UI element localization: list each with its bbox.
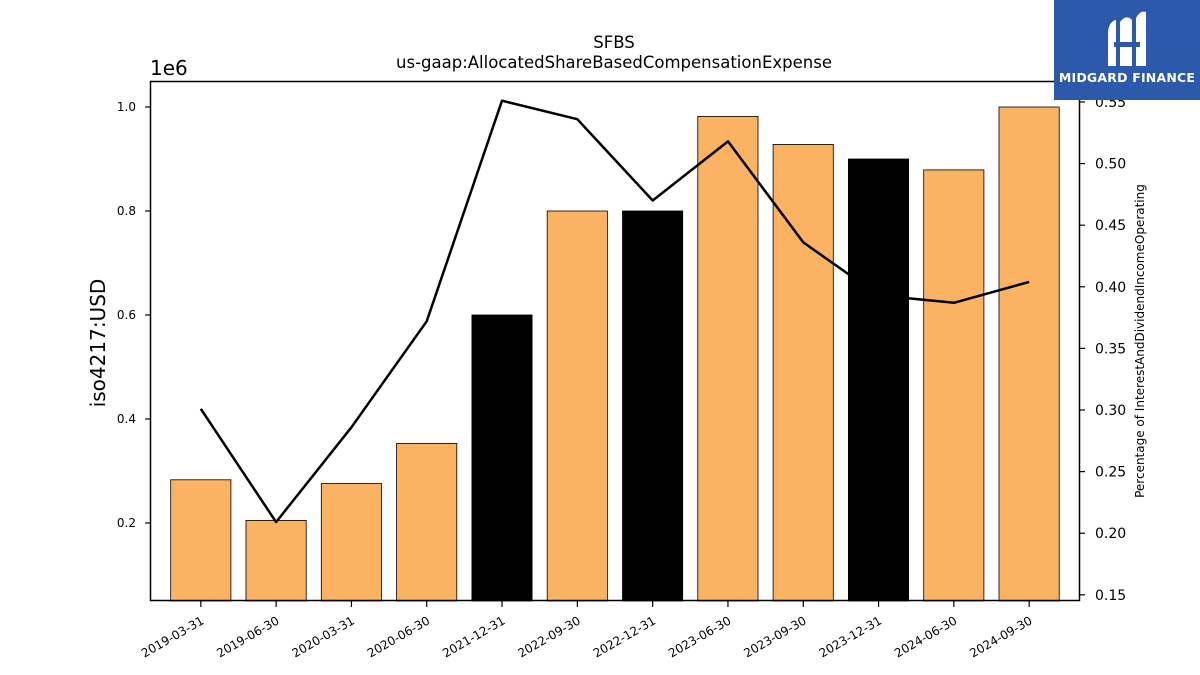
- y2-axis-label: Percentage of InterestAndDividendIncomeO…: [1133, 184, 1147, 498]
- x-tick-label: 2023-09-30: [741, 613, 808, 660]
- bar-2019-06-30: [245, 520, 307, 602]
- y-tick-label: 0.4: [117, 412, 136, 426]
- bar-2021-12-31: [471, 314, 533, 602]
- x-tick-label: 2019-06-30: [214, 613, 281, 660]
- y2-tick-label: 0.40: [1095, 280, 1126, 296]
- bar-2022-12-31: [622, 210, 684, 602]
- y-tick-label: 1.0: [117, 100, 136, 114]
- bar-2023-09-30: [772, 143, 834, 602]
- bar-2020-03-31: [320, 483, 382, 602]
- x-tick-label: 2019-03-31: [139, 613, 206, 660]
- chart-title: SFBS: [593, 33, 634, 52]
- bars-group: [170, 106, 1060, 602]
- bar-2023-12-31: [848, 158, 910, 602]
- line-series: [199, 99, 1030, 524]
- y2-tick-label: 0.50: [1095, 157, 1126, 173]
- x-tick-label: 2020-03-31: [290, 613, 357, 660]
- y2-tick-label: 0.20: [1095, 526, 1126, 542]
- bar-2023-06-30: [697, 116, 759, 602]
- y-tick-label: 0.8: [117, 204, 136, 218]
- y-tick-label: 0.2: [117, 516, 136, 530]
- y-axis-label: iso4217:USD: [86, 279, 110, 408]
- x-tick-label: 2022-12-31: [591, 613, 658, 660]
- y-offset-label: 1e6: [150, 56, 188, 80]
- y2-axis: 0.150.200.250.300.350.400.450.500.55: [1080, 95, 1126, 604]
- x-tick-label: 2022-09-30: [515, 613, 582, 660]
- x-tick-label: 2020-06-30: [365, 613, 432, 660]
- y2-tick-label: 0.30: [1095, 403, 1126, 419]
- bar-2019-03-31: [170, 479, 232, 602]
- logo-text: MIDGARD FINANCE: [1058, 70, 1196, 85]
- x-tick-label: 2024-06-30: [892, 613, 959, 660]
- chart-subtitle: us-gaap:AllocatedShareBasedCompensationE…: [396, 53, 832, 72]
- y2-tick-label: 0.45: [1095, 218, 1126, 234]
- bar-2020-06-30: [396, 442, 458, 602]
- y2-tick-label: 0.15: [1095, 588, 1126, 604]
- y-axis: 0.2 0.4 0.6 0.8 1.0: [117, 100, 150, 530]
- bar-2024-09-30: [998, 106, 1060, 602]
- logo: MIDGARD FINANCE: [1054, 0, 1200, 100]
- line-group: [199, 99, 1030, 524]
- x-tick-label: 2024-09-30: [967, 613, 1034, 660]
- y-tick-label: 0.6: [117, 308, 136, 322]
- x-axis: 2019-03-31 2019-06-30 2020-03-31 2020-06-30…: [139, 601, 1035, 660]
- bar-2022-09-30: [546, 210, 608, 602]
- y2-tick-label: 0.25: [1095, 465, 1126, 481]
- bar-2024-06-30: [923, 169, 985, 602]
- midgard-logo-icon: [1108, 11, 1146, 67]
- x-tick-label: 2021-12-31: [440, 613, 507, 660]
- plot-frame: [149, 80, 1081, 602]
- y2-tick-label: 0.35: [1095, 341, 1126, 357]
- x-tick-label: 2023-12-31: [817, 613, 884, 660]
- x-tick-label: 2023-06-30: [666, 613, 733, 660]
